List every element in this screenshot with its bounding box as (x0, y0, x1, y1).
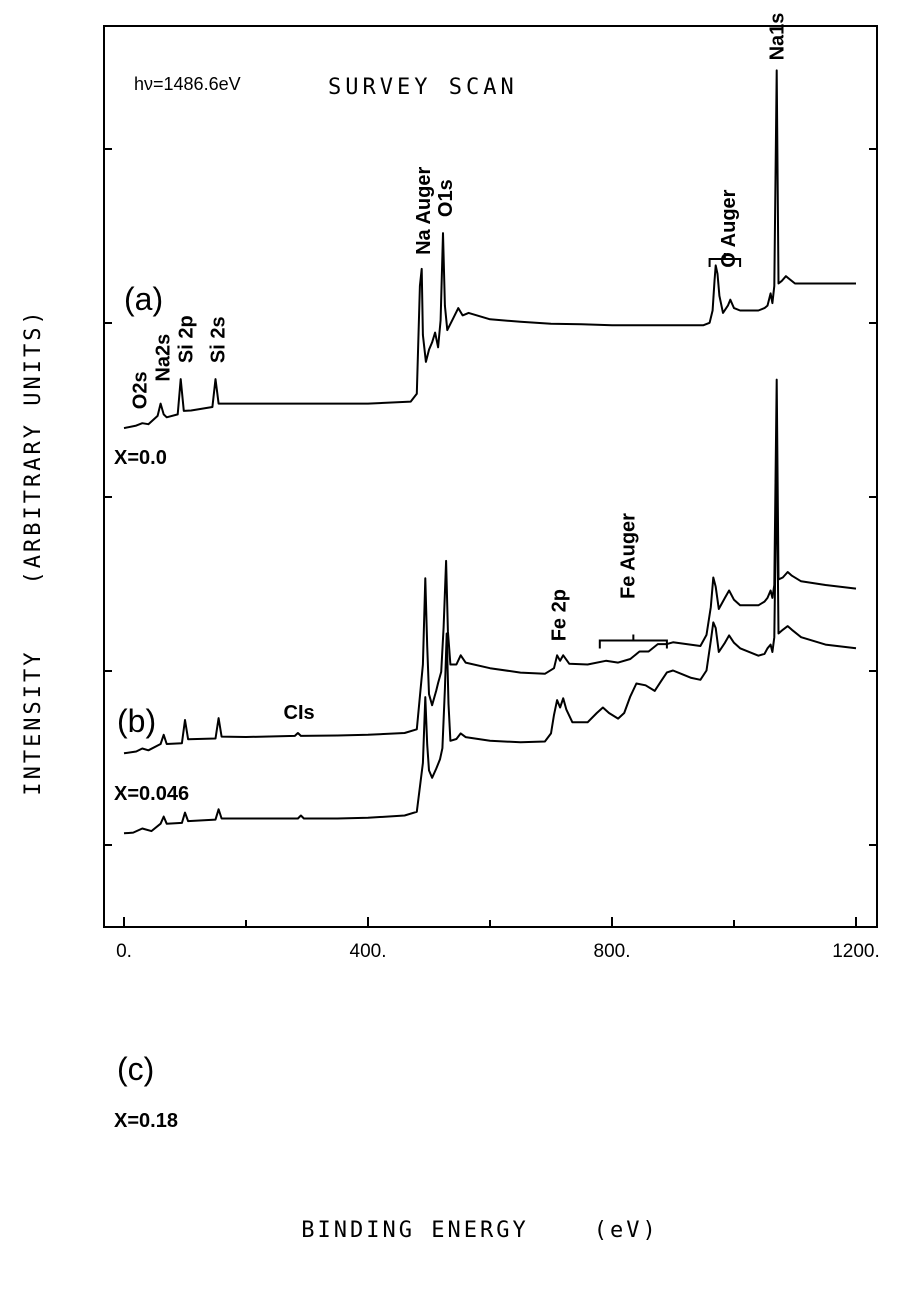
composition-label: X=0.0 (114, 447, 167, 469)
plot-frame (103, 25, 878, 928)
series-layer (123, 69, 857, 835)
peak-label: CIs (284, 702, 315, 724)
spectrum-line-2 (123, 378, 857, 755)
x-tick-label: 400. (350, 941, 387, 962)
o-auger-bracket (708, 253, 742, 268)
series-name: (b) (117, 703, 156, 739)
chart-title: hν=1486.6eV (134, 74, 241, 94)
spectrum-line-3 (123, 458, 857, 835)
peak-label: Si 2s (207, 316, 229, 363)
peak-label: Fe 2p (548, 589, 570, 641)
series-name: (a) (124, 281, 163, 317)
series-name: (c) (117, 1051, 154, 1087)
peak-label: O Auger (718, 189, 740, 267)
peak-label: Si 2p (176, 315, 198, 363)
composition-label: X=0.046 (114, 783, 189, 805)
x-axis-ticks: 0. 400. 800. 1200. (116, 917, 880, 962)
x-tick-label: 800. (594, 941, 631, 962)
x-axis-label: BINDING ENERGY (eV) (301, 1218, 658, 1243)
spectrum-line-1 (123, 69, 856, 430)
peak-label: Na1s (767, 13, 789, 61)
peak-label: Fe Auger (617, 513, 639, 599)
x-tick-label: 1200. (832, 941, 880, 962)
chart-subtitle: SURVEY SCAN (328, 75, 518, 100)
composition-label: X=0.18 (114, 1110, 178, 1132)
y-axis-label: INTENSITY (ARBITRARY UNITS) (21, 308, 46, 795)
y-axis-ticks (104, 148, 877, 846)
peak-label: O2s (129, 371, 151, 409)
peak-label: Na2s (152, 334, 174, 382)
x-tick-label: 0. (116, 941, 132, 962)
peak-label: Na Auger (413, 167, 435, 255)
fe-auger-bracket (598, 634, 668, 649)
peak-label: O1s (435, 179, 457, 217)
